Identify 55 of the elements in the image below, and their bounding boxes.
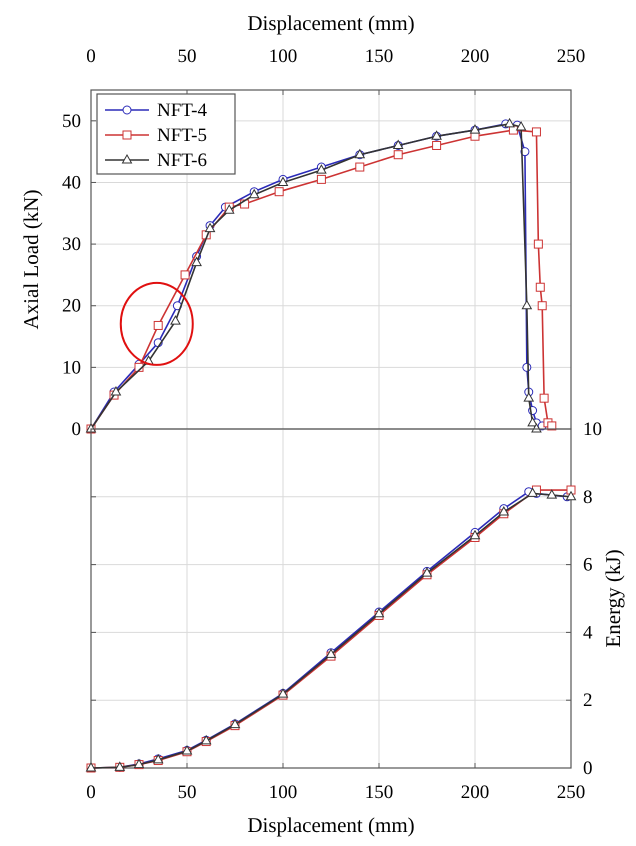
y-tick-label: 50: [62, 110, 81, 132]
point: [498, 506, 509, 516]
point: [546, 490, 557, 499]
point: [154, 320, 163, 330]
point: [274, 187, 284, 196]
y-tick-label: 20: [62, 296, 81, 317]
x-axis-title: Displacement (mm): [247, 11, 415, 35]
y-tick-label: 0: [72, 419, 81, 440]
point: [192, 257, 202, 266]
point: [355, 162, 364, 172]
x-tick-label: 250: [556, 46, 586, 67]
point: [394, 150, 403, 160]
x-tick-label: 150: [364, 46, 394, 67]
x-tick-label: 200: [460, 782, 490, 803]
point: [528, 417, 538, 426]
point: [532, 127, 541, 136]
x-tick-label: 250: [556, 782, 586, 803]
y-axis-title: Axial Load (kN): [19, 190, 43, 330]
point: [534, 240, 543, 249]
legend-label: NFT-6: [157, 150, 207, 171]
point: [536, 282, 545, 292]
point: [504, 118, 515, 128]
x-tick-label: 100: [268, 782, 298, 803]
x-tick-label: 0: [86, 46, 96, 67]
y-tick-label: 40: [62, 172, 81, 194]
y2-tick-label: 0: [583, 758, 592, 779]
point: [528, 488, 538, 497]
x-tick-label: 0: [86, 782, 96, 803]
y-tick-label: 10: [62, 357, 81, 378]
point: [522, 300, 532, 310]
point: [540, 394, 549, 403]
y-tick-label: 30: [62, 234, 81, 256]
y2-tick-label: 4: [583, 622, 593, 644]
legend-label: NFT-4: [157, 100, 208, 121]
point: [432, 140, 442, 150]
x-tick-label: 50: [178, 782, 196, 803]
y2-tick-label: 6: [583, 554, 592, 576]
y2-axis-title: Energy (kJ): [601, 549, 625, 648]
x-axis-title: Displacement (mm): [247, 813, 415, 837]
x-tick-label: 50: [178, 46, 196, 67]
x-tick-label: 200: [460, 46, 490, 67]
x-tick-label: 100: [268, 46, 298, 67]
y2-tick-label: 2: [583, 690, 592, 712]
point: [180, 270, 190, 280]
x-tick-label: 150: [364, 782, 394, 803]
legend-label: NFT-5: [157, 125, 207, 146]
point: [516, 121, 526, 130]
point: [470, 530, 480, 540]
y2-tick-label: 10: [583, 419, 602, 440]
y2-tick-label: 8: [583, 486, 592, 508]
point: [524, 392, 534, 402]
point: [170, 316, 180, 325]
point: [547, 421, 556, 430]
point: [538, 301, 547, 310]
point: [316, 174, 326, 184]
